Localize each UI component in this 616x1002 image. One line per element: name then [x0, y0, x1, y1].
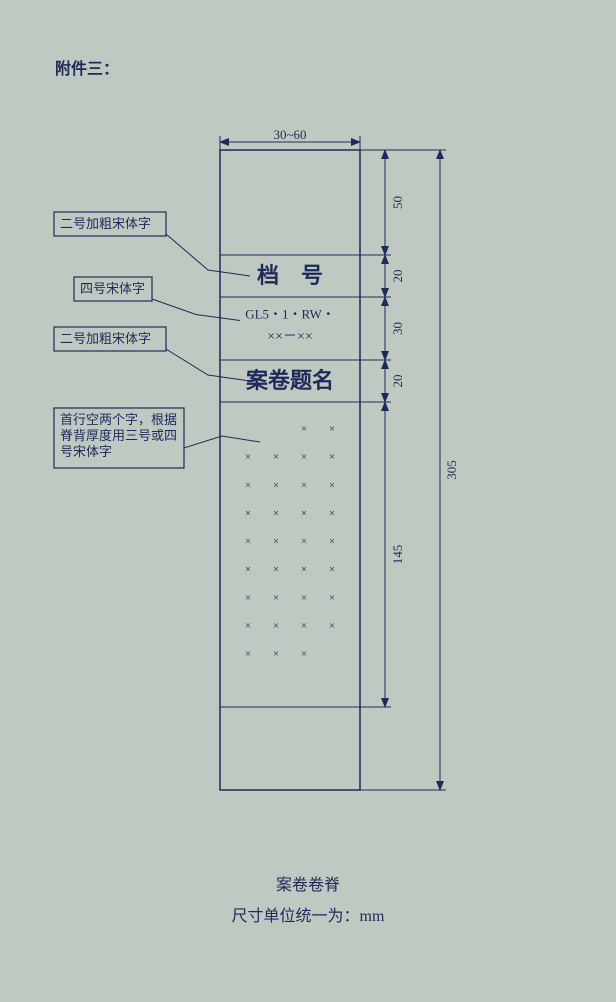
dim-label: 20 — [390, 375, 405, 388]
cross-mark: × — [329, 423, 335, 435]
cross-mark: × — [273, 564, 279, 576]
callout-text: 首行空两个字，根据 — [60, 412, 177, 427]
cross-mark: × — [273, 479, 279, 491]
callout-leader — [184, 436, 260, 448]
cross-mark: × — [301, 592, 307, 604]
dim-total: 305 — [444, 460, 459, 480]
cross-mark: × — [301, 479, 307, 491]
cross-mark: × — [301, 564, 307, 576]
cross-mark: × — [301, 507, 307, 519]
danghao-l1: GL5・1・RW・ — [245, 307, 335, 322]
spine-outer — [220, 150, 360, 790]
spine-outline-group: 档 号案卷题名 GL5・1・RW・ ××－×× — [220, 150, 360, 790]
cross-mark: × — [301, 620, 307, 632]
callout-text: 号宋体字 — [60, 444, 112, 459]
cross-mark: × — [245, 592, 251, 604]
cross-mark: × — [245, 564, 251, 576]
caption: 案卷卷脊 尺寸单位统一为：mm — [0, 871, 616, 932]
callout-text: 四号宋体字 — [80, 281, 145, 296]
dimensions-group: 30~60 50 20 30 20 145 305 — [220, 130, 459, 790]
cross-mark: × — [273, 620, 279, 632]
dim-label: 30 — [390, 322, 405, 335]
danghao-l2: ××－×× — [267, 330, 313, 345]
cross-mark: × — [329, 451, 335, 463]
cross-mark: × — [245, 507, 251, 519]
cross-mark: × — [245, 536, 251, 548]
cross-mark: × — [273, 592, 279, 604]
dim-width: 30~60 — [273, 130, 306, 142]
cross-mark: × — [245, 479, 251, 491]
cross-mark: × — [329, 564, 335, 576]
callout-text: 二号加粗宋体字 — [60, 331, 151, 346]
cross-mark: × — [301, 423, 307, 435]
page-title: 附件三： — [55, 55, 119, 79]
section-text: 档 号 — [257, 263, 323, 288]
caption-line2: 尺寸单位统一为：mm — [0, 902, 616, 932]
cross-mark: × — [329, 536, 335, 548]
dim-label: 50 — [390, 196, 405, 209]
dim-label: 20 — [390, 270, 405, 283]
cross-mark: × — [273, 536, 279, 548]
body-crosses-group: × × × × × × × × × × × × × × × × × × × × × × × × × × × × × × × × × — [245, 423, 335, 660]
caption-line1: 案卷卷脊 — [0, 871, 616, 901]
callout-text: 脊背厚度用三号或四 — [60, 428, 177, 443]
spine-diagram: 档 号案卷题名GL5・1・RW・××－×× 30~605020302014530… — [50, 130, 560, 850]
dim-label: 145 — [390, 545, 405, 565]
cross-mark: × — [273, 648, 279, 660]
callouts-group: 二号加粗宋体字四号宋体字二号加粗宋体字首行空两个字，根据脊背厚度用三号或四号宋体… — [54, 212, 260, 468]
callout-text: 二号加粗宋体字 — [60, 216, 151, 231]
cross-mark: × — [301, 536, 307, 548]
cross-mark: × — [329, 507, 335, 519]
cross-mark: × — [329, 620, 335, 632]
cross-mark: × — [273, 451, 279, 463]
section-text: 案卷题名 — [245, 368, 334, 393]
cross-mark: × — [329, 479, 335, 491]
cross-mark: × — [301, 451, 307, 463]
cross-mark: × — [329, 592, 335, 604]
cross-mark: × — [301, 648, 307, 660]
cross-mark: × — [245, 451, 251, 463]
callout-leader — [166, 224, 250, 276]
cross-mark: × — [273, 507, 279, 519]
cross-mark: × — [245, 648, 251, 660]
callout-leader — [152, 289, 240, 321]
cross-mark: × — [245, 620, 251, 632]
